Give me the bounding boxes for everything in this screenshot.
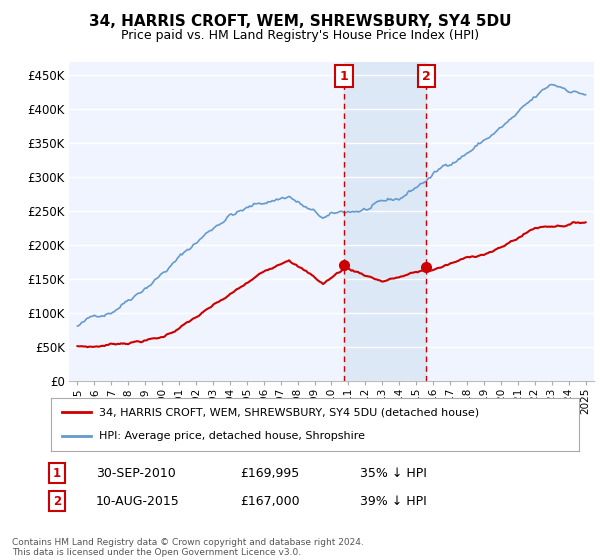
Text: £169,995: £169,995 (240, 466, 299, 480)
Text: 34, HARRIS CROFT, WEM, SHREWSBURY, SY4 5DU: 34, HARRIS CROFT, WEM, SHREWSBURY, SY4 5… (89, 14, 511, 29)
Text: 39% ↓ HPI: 39% ↓ HPI (360, 494, 427, 508)
Text: Price paid vs. HM Land Registry's House Price Index (HPI): Price paid vs. HM Land Registry's House … (121, 29, 479, 42)
Text: 2: 2 (53, 494, 61, 508)
Text: 34, HARRIS CROFT, WEM, SHREWSBURY, SY4 5DU (detached house): 34, HARRIS CROFT, WEM, SHREWSBURY, SY4 5… (98, 408, 479, 418)
Text: 10-AUG-2015: 10-AUG-2015 (96, 494, 180, 508)
Text: £167,000: £167,000 (240, 494, 299, 508)
Text: 1: 1 (340, 69, 349, 82)
Text: 30-SEP-2010: 30-SEP-2010 (96, 466, 176, 480)
Text: Contains HM Land Registry data © Crown copyright and database right 2024.
This d: Contains HM Land Registry data © Crown c… (12, 538, 364, 557)
Text: 1: 1 (53, 466, 61, 480)
Text: HPI: Average price, detached house, Shropshire: HPI: Average price, detached house, Shro… (98, 431, 365, 441)
Bar (344, 62, 427, 381)
Text: 35% ↓ HPI: 35% ↓ HPI (360, 466, 427, 480)
Text: 2: 2 (422, 69, 431, 82)
